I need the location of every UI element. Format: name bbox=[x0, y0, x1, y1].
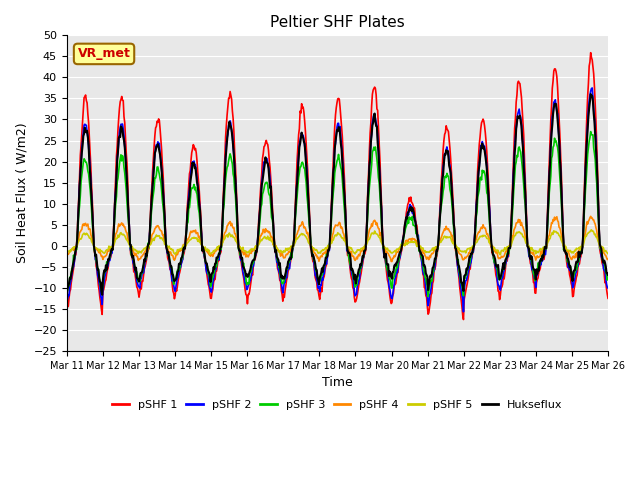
pSHF 3 bbox=[63, 289, 70, 295]
pSHF 4 bbox=[73, 243, 81, 249]
pSHF 3 bbox=[212, 264, 220, 270]
Line: pSHF 5: pSHF 5 bbox=[67, 230, 608, 255]
pSHF 3 bbox=[184, 221, 191, 227]
pSHF 2 bbox=[184, 214, 191, 220]
pSHF 3 bbox=[604, 275, 612, 281]
pSHF 5 bbox=[129, 244, 136, 250]
pSHF 2 bbox=[419, 268, 427, 274]
pSHF 5 bbox=[419, 245, 427, 251]
pSHF 5 bbox=[73, 242, 81, 248]
Hukseflux bbox=[420, 263, 428, 268]
pSHF 2 bbox=[73, 243, 81, 249]
pSHF 2 bbox=[63, 296, 70, 302]
pSHF 1 bbox=[73, 243, 81, 249]
Legend: pSHF 1, pSHF 2, pSHF 3, pSHF 4, pSHF 5, Hukseflux: pSHF 1, pSHF 2, pSHF 3, pSHF 4, pSHF 5, … bbox=[108, 396, 567, 415]
pSHF 5 bbox=[63, 248, 70, 254]
pSHF 1 bbox=[212, 268, 220, 274]
pSHF 1 bbox=[63, 307, 70, 313]
pSHF 1 bbox=[604, 295, 612, 301]
Y-axis label: Soil Heat Flux ( W/m2): Soil Heat Flux ( W/m2) bbox=[15, 123, 28, 264]
Hukseflux bbox=[604, 272, 612, 278]
pSHF 2 bbox=[460, 309, 467, 315]
pSHF 4 bbox=[212, 248, 220, 254]
pSHF 4 bbox=[63, 254, 70, 260]
Line: pSHF 2: pSHF 2 bbox=[67, 88, 608, 312]
pSHF 5 bbox=[588, 227, 595, 233]
X-axis label: Time: Time bbox=[322, 376, 353, 389]
pSHF 2 bbox=[129, 252, 136, 258]
pSHF 3 bbox=[424, 294, 432, 300]
pSHF 3 bbox=[129, 252, 136, 258]
pSHF 2 bbox=[604, 285, 612, 291]
pSHF 1 bbox=[184, 205, 191, 211]
pSHF 1 bbox=[403, 206, 411, 212]
Hukseflux bbox=[73, 243, 81, 249]
pSHF 4 bbox=[129, 246, 136, 252]
Text: VR_met: VR_met bbox=[77, 48, 131, 60]
pSHF 4 bbox=[184, 237, 191, 242]
pSHF 1 bbox=[587, 50, 595, 56]
pSHF 4 bbox=[420, 249, 428, 255]
pSHF 4 bbox=[388, 259, 396, 264]
pSHF 4 bbox=[604, 256, 612, 262]
pSHF 5 bbox=[403, 241, 411, 247]
pSHF 5 bbox=[497, 252, 504, 258]
Hukseflux bbox=[63, 290, 70, 296]
Hukseflux bbox=[587, 91, 595, 97]
pSHF 2 bbox=[403, 214, 411, 219]
pSHF 4 bbox=[404, 239, 412, 245]
Line: pSHF 1: pSHF 1 bbox=[67, 53, 608, 320]
pSHF 1 bbox=[129, 255, 136, 261]
Hukseflux bbox=[129, 253, 137, 259]
pSHF 3 bbox=[587, 129, 595, 134]
Line: pSHF 4: pSHF 4 bbox=[67, 216, 608, 262]
pSHF 4 bbox=[587, 214, 595, 219]
pSHF 1 bbox=[419, 271, 427, 277]
pSHF 1 bbox=[460, 317, 467, 323]
pSHF 5 bbox=[184, 240, 191, 246]
Hukseflux bbox=[99, 292, 106, 298]
pSHF 2 bbox=[588, 85, 596, 91]
Line: pSHF 3: pSHF 3 bbox=[67, 132, 608, 297]
pSHF 2 bbox=[212, 267, 220, 273]
pSHF 5 bbox=[212, 247, 220, 252]
pSHF 3 bbox=[403, 221, 411, 227]
Title: Peltier SHF Plates: Peltier SHF Plates bbox=[270, 15, 404, 30]
pSHF 3 bbox=[73, 247, 81, 252]
Hukseflux bbox=[184, 204, 192, 210]
Hukseflux bbox=[404, 210, 412, 216]
pSHF 3 bbox=[419, 260, 427, 266]
Line: Hukseflux: Hukseflux bbox=[67, 94, 608, 295]
pSHF 5 bbox=[604, 251, 612, 257]
Hukseflux bbox=[212, 254, 220, 260]
